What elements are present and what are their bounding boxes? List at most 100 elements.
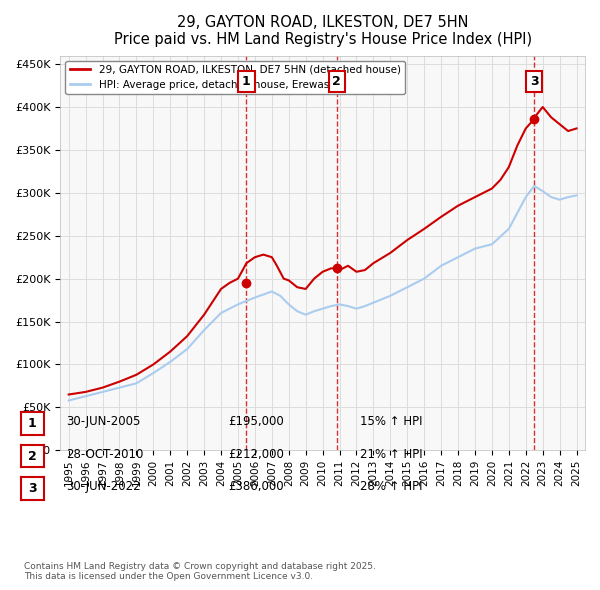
29, GAYTON ROAD, ILKESTON, DE7 5HN (detached house): [133, 371, 140, 378]
29, GAYTON ROAD, ILKESTON, DE7 5HN (detached house): [505, 163, 512, 171]
HPI: Average price, detached house, Erewash: (2e+03, 6.8e+04): Average price, detached house, Erewash: …: [99, 388, 106, 395]
HPI: Average price, detached house, Erewash: (2.01e+03, 1.68e+05): Average price, detached house, Erewash: …: [361, 303, 368, 310]
29, GAYTON ROAD, ILKESTON, DE7 5HN (detached house): [285, 277, 292, 284]
29, GAYTON ROAD, ILKESTON, DE7 5HN (detached house): [361, 267, 368, 274]
29, GAYTON ROAD, ILKESTON, DE7 5HN (detached house): [565, 127, 572, 135]
HPI: Average price, detached house, Erewash: (2.01e+03, 1.68e+05): Average price, detached house, Erewash: …: [344, 303, 352, 310]
HPI: Average price, detached house, Erewash: (2.02e+03, 2.95e+05): Average price, detached house, Erewash: …: [565, 194, 572, 201]
Text: 3: 3: [530, 75, 539, 88]
29, GAYTON ROAD, ILKESTON, DE7 5HN (detached house): [82, 388, 89, 395]
29, GAYTON ROAD, ILKESTON, DE7 5HN (detached house): [319, 268, 326, 276]
HPI: Average price, detached house, Erewash: (2.01e+03, 1.78e+05): Average price, detached house, Erewash: …: [251, 294, 259, 301]
29, GAYTON ROAD, ILKESTON, DE7 5HN (detached house): [184, 333, 191, 340]
29, GAYTON ROAD, ILKESTON, DE7 5HN (detached house): [293, 284, 301, 291]
29, GAYTON ROAD, ILKESTON, DE7 5HN (detached house): [328, 265, 335, 272]
29, GAYTON ROAD, ILKESTON, DE7 5HN (detached house): [421, 225, 428, 232]
HPI: Average price, detached house, Erewash: (2e+03, 1.6e+05): Average price, detached house, Erewash: …: [217, 309, 224, 316]
29, GAYTON ROAD, ILKESTON, DE7 5HN (detached house): [370, 260, 377, 267]
HPI: Average price, detached house, Erewash: (2e+03, 1.18e+05): Average price, detached house, Erewash: …: [184, 346, 191, 353]
HPI: Average price, detached house, Erewash: (2e+03, 6.3e+04): Average price, detached house, Erewash: …: [82, 393, 89, 400]
29, GAYTON ROAD, ILKESTON, DE7 5HN (detached house): [167, 348, 174, 355]
HPI: Average price, detached house, Erewash: (2.02e+03, 2.95e+05): Average price, detached house, Erewash: …: [522, 194, 529, 201]
Text: £386,000: £386,000: [228, 480, 284, 493]
HPI: Average price, detached house, Erewash: (2.01e+03, 1.62e+05): Average price, detached house, Erewash: …: [311, 308, 318, 315]
HPI: Average price, detached house, Erewash: (2.02e+03, 2.58e+05): Average price, detached house, Erewash: …: [505, 225, 512, 232]
29, GAYTON ROAD, ILKESTON, DE7 5HN (detached house): [539, 103, 546, 110]
HPI: Average price, detached house, Erewash: (2.02e+03, 3.02e+05): Average price, detached house, Erewash: …: [539, 188, 546, 195]
HPI: Average price, detached house, Erewash: (2e+03, 1.4e+05): Average price, detached house, Erewash: …: [200, 327, 208, 334]
HPI: Average price, detached house, Erewash: (2.02e+03, 2.95e+05): Average price, detached house, Erewash: …: [548, 194, 555, 201]
HPI: Average price, detached house, Erewash: (2.02e+03, 2.92e+05): Average price, detached house, Erewash: …: [556, 196, 563, 203]
HPI: Average price, detached house, Erewash: (2e+03, 1.7e+05): Average price, detached house, Erewash: …: [235, 301, 242, 308]
Text: Contains HM Land Registry data © Crown copyright and database right 2025.
This d: Contains HM Land Registry data © Crown c…: [24, 562, 376, 581]
HPI: Average price, detached house, Erewash: (2.01e+03, 1.62e+05): Average price, detached house, Erewash: …: [293, 308, 301, 315]
HPI: Average price, detached house, Erewash: (2.02e+03, 2.97e+05): Average price, detached house, Erewash: …: [573, 192, 580, 199]
HPI: Average price, detached house, Erewash: (2e+03, 7.3e+04): Average price, detached house, Erewash: …: [116, 384, 123, 391]
29, GAYTON ROAD, ILKESTON, DE7 5HN (detached house): [497, 176, 504, 183]
HPI: Average price, detached house, Erewash: (2.02e+03, 1.9e+05): Average price, detached house, Erewash: …: [404, 284, 411, 291]
29, GAYTON ROAD, ILKESTON, DE7 5HN (detached house): [333, 265, 340, 272]
29, GAYTON ROAD, ILKESTON, DE7 5HN (detached house): [514, 142, 521, 149]
HPI: Average price, detached house, Erewash: (2e+03, 1.03e+05): Average price, detached house, Erewash: …: [167, 358, 174, 365]
Text: 3: 3: [28, 482, 37, 495]
HPI: Average price, detached house, Erewash: (2.01e+03, 1.68e+05): Average price, detached house, Erewash: …: [328, 303, 335, 310]
29, GAYTON ROAD, ILKESTON, DE7 5HN (detached house): [311, 275, 318, 282]
29, GAYTON ROAD, ILKESTON, DE7 5HN (detached house): [344, 262, 352, 269]
HPI: Average price, detached house, Erewash: (2.01e+03, 1.72e+05): Average price, detached house, Erewash: …: [370, 299, 377, 306]
29, GAYTON ROAD, ILKESTON, DE7 5HN (detached house): [99, 384, 106, 391]
Text: 21% ↑ HPI: 21% ↑ HPI: [360, 448, 422, 461]
Text: £195,000: £195,000: [228, 415, 284, 428]
29, GAYTON ROAD, ILKESTON, DE7 5HN (detached house): [548, 114, 555, 121]
Text: 1: 1: [242, 75, 251, 88]
HPI: Average price, detached house, Erewash: (2.02e+03, 2.4e+05): Average price, detached house, Erewash: …: [488, 241, 496, 248]
29, GAYTON ROAD, ILKESTON, DE7 5HN (detached house): [200, 311, 208, 318]
29, GAYTON ROAD, ILKESTON, DE7 5HN (detached house): [556, 120, 563, 127]
HPI: Average price, detached house, Erewash: (2e+03, 9e+04): Average price, detached house, Erewash: …: [150, 369, 157, 376]
29, GAYTON ROAD, ILKESTON, DE7 5HN (detached house): [437, 214, 445, 221]
Text: 1: 1: [28, 417, 37, 430]
29, GAYTON ROAD, ILKESTON, DE7 5HN (detached house): [235, 275, 242, 282]
HPI: Average price, detached house, Erewash: (2.02e+03, 2.15e+05): Average price, detached house, Erewash: …: [437, 262, 445, 269]
29, GAYTON ROAD, ILKESTON, DE7 5HN (detached house): [336, 267, 343, 274]
29, GAYTON ROAD, ILKESTON, DE7 5HN (detached house): [530, 116, 538, 123]
HPI: Average price, detached house, Erewash: (2.01e+03, 1.8e+05): Average price, detached house, Erewash: …: [387, 292, 394, 299]
Legend: 29, GAYTON ROAD, ILKESTON, DE7 5HN (detached house), HPI: Average price, detache: 29, GAYTON ROAD, ILKESTON, DE7 5HN (deta…: [65, 61, 405, 94]
29, GAYTON ROAD, ILKESTON, DE7 5HN (detached house): [280, 275, 287, 282]
Text: 2: 2: [28, 450, 37, 463]
29, GAYTON ROAD, ILKESTON, DE7 5HN (detached house): [243, 260, 250, 267]
Line: HPI: Average price, detached house, Erewash: HPI: Average price, detached house, Erew…: [68, 186, 577, 401]
29, GAYTON ROAD, ILKESTON, DE7 5HN (detached house): [404, 237, 411, 244]
29, GAYTON ROAD, ILKESTON, DE7 5HN (detached house): [488, 185, 496, 192]
29, GAYTON ROAD, ILKESTON, DE7 5HN (detached house): [150, 361, 157, 368]
HPI: Average price, detached house, Erewash: (2.01e+03, 1.65e+05): Average price, detached house, Erewash: …: [353, 305, 360, 312]
29, GAYTON ROAD, ILKESTON, DE7 5HN (detached house): [217, 286, 224, 293]
Text: 28-OCT-2010: 28-OCT-2010: [66, 448, 143, 461]
29, GAYTON ROAD, ILKESTON, DE7 5HN (detached house): [65, 391, 72, 398]
HPI: Average price, detached house, Erewash: (2.02e+03, 3.08e+05): Average price, detached house, Erewash: …: [530, 182, 538, 189]
29, GAYTON ROAD, ILKESTON, DE7 5HN (detached house): [226, 280, 233, 287]
29, GAYTON ROAD, ILKESTON, DE7 5HN (detached house): [251, 254, 259, 261]
29, GAYTON ROAD, ILKESTON, DE7 5HN (detached house): [260, 251, 267, 258]
HPI: Average price, detached house, Erewash: (2.01e+03, 1.65e+05): Average price, detached house, Erewash: …: [319, 305, 326, 312]
Text: 2: 2: [332, 75, 341, 88]
Text: 30-JUN-2022: 30-JUN-2022: [66, 480, 140, 493]
HPI: Average price, detached house, Erewash: (2.01e+03, 1.7e+05): Average price, detached house, Erewash: …: [285, 301, 292, 308]
29, GAYTON ROAD, ILKESTON, DE7 5HN (detached house): [302, 286, 309, 293]
HPI: Average price, detached house, Erewash: (2e+03, 5.8e+04): Average price, detached house, Erewash: …: [65, 397, 72, 404]
29, GAYTON ROAD, ILKESTON, DE7 5HN (detached house): [532, 112, 539, 119]
HPI: Average price, detached house, Erewash: (2.01e+03, 1.7e+05): Average price, detached house, Erewash: …: [336, 301, 343, 308]
29, GAYTON ROAD, ILKESTON, DE7 5HN (detached house): [353, 268, 360, 276]
Title: 29, GAYTON ROAD, ILKESTON, DE7 5HN
Price paid vs. HM Land Registry's House Price: 29, GAYTON ROAD, ILKESTON, DE7 5HN Price…: [113, 15, 532, 47]
HPI: Average price, detached house, Erewash: (2.02e+03, 2.25e+05): Average price, detached house, Erewash: …: [454, 254, 461, 261]
HPI: Average price, detached house, Erewash: (2e+03, 7.8e+04): Average price, detached house, Erewash: …: [133, 380, 140, 387]
29, GAYTON ROAD, ILKESTON, DE7 5HN (detached house): [274, 262, 281, 269]
29, GAYTON ROAD, ILKESTON, DE7 5HN (detached house): [573, 125, 580, 132]
Text: 30-JUN-2005: 30-JUN-2005: [66, 415, 140, 428]
Text: £212,000: £212,000: [228, 448, 284, 461]
Text: 15% ↑ HPI: 15% ↑ HPI: [360, 415, 422, 428]
HPI: Average price, detached house, Erewash: (2.02e+03, 2.35e+05): Average price, detached house, Erewash: …: [472, 245, 479, 252]
HPI: Average price, detached house, Erewash: (2.01e+03, 1.58e+05): Average price, detached house, Erewash: …: [302, 311, 309, 318]
29, GAYTON ROAD, ILKESTON, DE7 5HN (detached house): [522, 125, 529, 132]
Text: 28% ↑ HPI: 28% ↑ HPI: [360, 480, 422, 493]
HPI: Average price, detached house, Erewash: (2.02e+03, 2e+05): Average price, detached house, Erewash: …: [421, 275, 428, 282]
